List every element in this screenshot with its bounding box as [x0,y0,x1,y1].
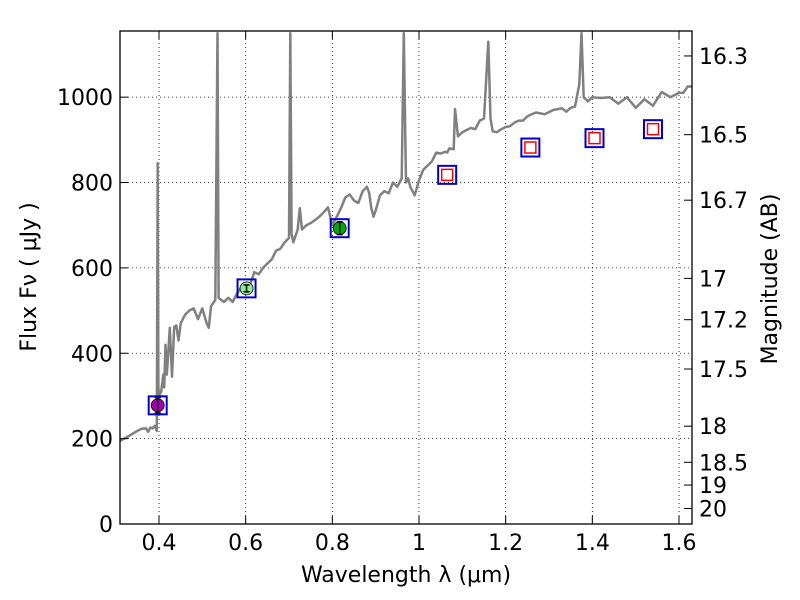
y-tick-label: 600 [71,257,113,282]
magnitude-tick-label: 18 [699,415,727,440]
magnitude-tick-label: 17.2 [699,309,748,334]
spectrum-line [120,31,692,442]
y-axis-label: Flux Fν ( μJy ) [17,202,42,351]
plot-frame [119,30,693,525]
x-tick-label: 0.4 [142,531,177,556]
x-axis: 0.4 0.6 0.8 1 1.2 1.4 1.6 [142,31,697,556]
x-tick-label: 1 [412,531,426,556]
model-point [329,218,350,239]
x-tick-label: 0.6 [228,531,263,556]
y-axis: 0 200 400 600 800 1000 [57,86,128,538]
magnitude-tick-label: 19 [699,474,727,499]
magnitude-tick-label: 16.5 [699,124,748,149]
magnitude-tick-label: 20 [699,498,727,523]
magnitude-tick-label: 18.5 [699,451,748,476]
magnitude-tick-label: 16.7 [699,189,748,214]
y-tick-label: 400 [71,342,113,367]
x-tick-label: 1.6 [662,531,697,556]
plot-content [120,31,692,442]
magnitude-tick-label: 17.5 [699,358,748,383]
y-tick-label: 200 [71,428,113,453]
magnitude-tick-label: 16.3 [699,45,748,70]
model-point [643,119,663,140]
x-tick-label: 1.2 [488,531,523,556]
y-tick-label: 0 [99,513,113,538]
y-tick-label: 800 [71,172,113,197]
x-axis-label: Wavelength λ (μm) [301,563,511,588]
upper-limit-point [646,122,660,136]
x-tick-label: 1.4 [575,531,610,556]
x-tick-label: 0.8 [315,531,350,556]
model-point [147,395,168,416]
model-point [584,128,605,149]
model-point [437,164,458,185]
y-tick-label: 1000 [57,86,113,111]
magnitude-tick-label: 17 [699,267,727,292]
upper-limit-point [440,168,454,182]
magnitude-axis-label: Magnitude (AB) [758,194,783,365]
model-point [520,137,541,158]
upper-limit-point [524,141,537,154]
upper-limit-point [588,131,601,145]
model-point [236,278,257,299]
